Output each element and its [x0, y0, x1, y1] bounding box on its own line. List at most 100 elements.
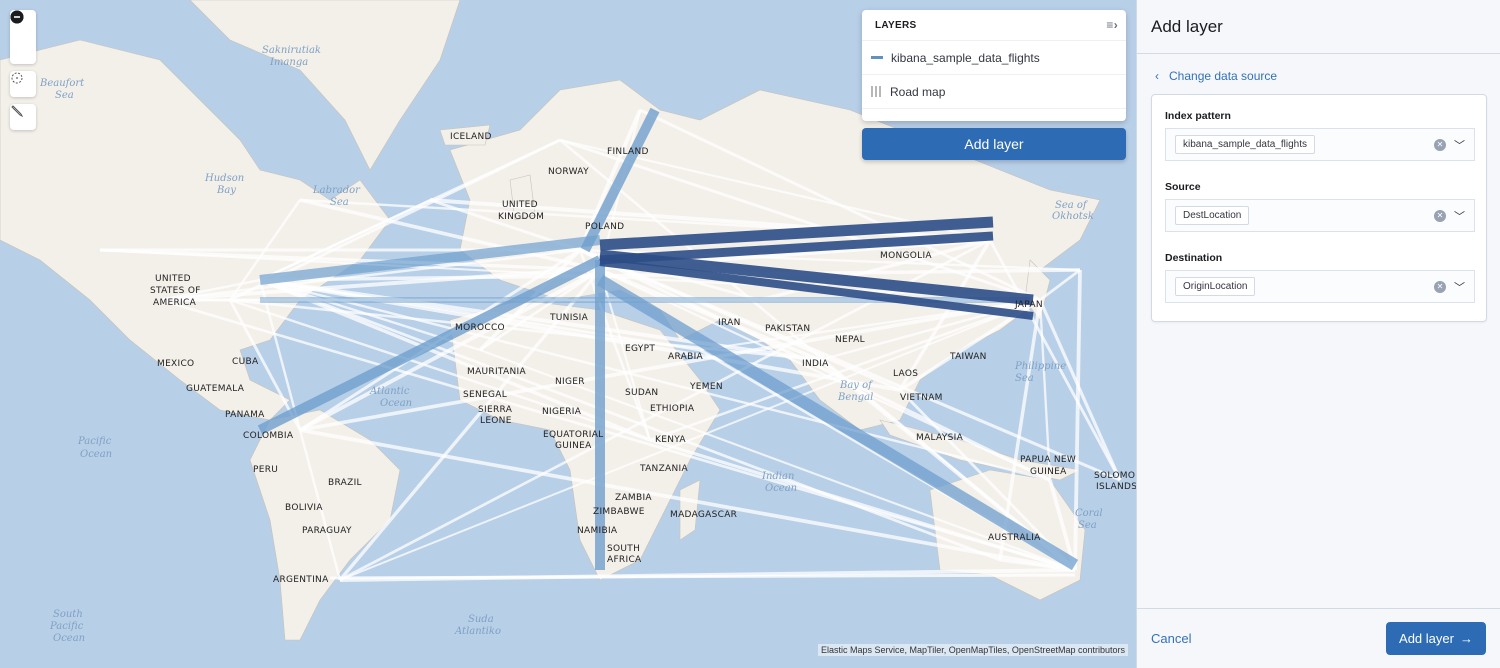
map-label: ICELAND: [450, 132, 492, 142]
map-label: GUINEA: [1030, 467, 1067, 477]
cancel-button[interactable]: Cancel: [1151, 631, 1192, 646]
flight-line: [338, 268, 602, 582]
map-label: SOUTH: [607, 544, 640, 554]
map-label: YEMEN: [689, 382, 723, 392]
chevron-down-icon[interactable]: ﹀: [1454, 282, 1465, 294]
collapse-icon[interactable]: ≡›: [1106, 18, 1118, 32]
map-label: SIERRA: [478, 405, 513, 415]
selected-pill: kibana_sample_data_flights: [1175, 135, 1315, 154]
sea-label: Sea: [330, 197, 349, 208]
flight-line: [329, 573, 1076, 580]
flight-line: [299, 268, 601, 432]
sea-label: Labrador: [312, 185, 361, 196]
flight-line: [998, 299, 1042, 561]
crosshair-button[interactable]: [10, 71, 36, 97]
flight-line: [599, 268, 1051, 482]
north-america: [0, 39, 391, 421]
flyout-title: Add layer: [1151, 17, 1223, 36]
flight-line: [1038, 299, 1122, 481]
map-label: GUATEMALA: [186, 384, 245, 394]
settings-card: Index pattern kibana_sample_data_flights…: [1151, 94, 1487, 322]
sea-label: Bengal: [837, 392, 873, 403]
sea-label: Sea of: [1055, 200, 1089, 211]
flight-line: [1038, 299, 1052, 481]
flight-line: [579, 248, 1121, 482]
flight-line: [1048, 479, 1077, 571]
map-label: NIGERIA: [542, 407, 582, 417]
zoom-controls: [10, 10, 36, 64]
layers-title: LAYERS: [875, 19, 917, 31]
flight-line: [999, 558, 1076, 572]
flight-line: [599, 258, 1034, 320]
flight-line: [579, 248, 1051, 482]
zoom-out-button[interactable]: [10, 10, 36, 62]
locate-control[interactable]: [10, 71, 36, 97]
grid-tile-icon: [871, 86, 882, 97]
chevron-down-icon[interactable]: ﹀: [1454, 140, 1465, 152]
map-label: POLAND: [585, 222, 624, 232]
crosshair-icon: [11, 72, 23, 84]
flight-line: [599, 216, 994, 251]
change-data-source-link[interactable]: ‹ Change data source: [1155, 69, 1277, 83]
source-field: Source DestLocation ✕ ﹀: [1165, 181, 1475, 232]
clear-icon[interactable]: ✕: [1434, 281, 1446, 293]
index-pattern-combobox[interactable]: kibana_sample_data_flights ✕ ﹀: [1165, 128, 1475, 161]
map-label: ETHIOPIA: [650, 404, 695, 414]
add-layer-map-button[interactable]: Add layer: [862, 128, 1126, 160]
minus-icon: [10, 10, 24, 24]
map-label: BRAZIL: [328, 478, 362, 488]
clear-icon[interactable]: ✕: [1434, 139, 1446, 151]
map-label: ISLANDS: [1096, 482, 1136, 492]
flight-line: [159, 278, 261, 302]
sea-label: South: [53, 609, 83, 620]
flight-line: [580, 107, 660, 253]
flight-line: [649, 438, 1076, 572]
flight-line: [259, 278, 651, 442]
map-label: INDIA: [802, 359, 829, 369]
add-layer-flyout: Add layer ‹ Change data source Index patt…: [1136, 0, 1500, 668]
sea-label: Sea: [55, 90, 74, 101]
map-label: TANZANIA: [639, 464, 688, 474]
flight-line: [1039, 268, 1081, 302]
flight-line: [299, 428, 1076, 572]
destination-combobox[interactable]: OriginLocation ✕ ﹀: [1165, 270, 1475, 303]
sea-label: Pacific: [77, 436, 112, 447]
flight-line: [599, 231, 994, 265]
map-label: SUDAN: [625, 388, 658, 398]
sea-label: Ocean: [80, 449, 112, 460]
madagascar: [679, 479, 701, 541]
sea-label: Suda: [468, 614, 494, 625]
map-label: NAMIBIA: [577, 526, 618, 536]
field-label: Destination: [1165, 252, 1223, 264]
line-swatch-icon: [871, 56, 883, 59]
map-label: MALAYSIA: [916, 433, 964, 443]
flight-line: [257, 255, 603, 435]
map-label: ARABIA: [668, 352, 704, 362]
chevron-down-icon[interactable]: ﹀: [1454, 211, 1465, 223]
sea-label: Sea: [1015, 373, 1034, 384]
map-label: PERU: [253, 465, 278, 475]
wrench-icon: [11, 105, 24, 118]
map-attribution[interactable]: Elastic Maps Service, MapTiler, OpenMapT…: [818, 644, 1128, 656]
flight-line: [559, 138, 1041, 302]
flight-line: [339, 299, 1041, 581]
source-combobox[interactable]: DestLocation ✕ ﹀: [1165, 199, 1475, 232]
flight-line: [259, 235, 601, 285]
flight-line: [229, 199, 301, 301]
flight-lines: [99, 107, 1122, 582]
map-label: CUBA: [232, 357, 259, 367]
layer-name: Road map: [890, 84, 946, 99]
sea-label: Sea: [1078, 520, 1097, 531]
flight-line: [299, 198, 601, 272]
clear-icon[interactable]: ✕: [1434, 210, 1446, 222]
layer-item-road-map[interactable]: Road map: [862, 74, 1126, 108]
layer-item-flights[interactable]: kibana_sample_data_flights: [862, 40, 1126, 74]
map-label: TAIWAN: [949, 352, 987, 362]
map-label: KINGDOM: [498, 212, 544, 222]
map-label: SENEGAL: [463, 390, 507, 400]
tools-button[interactable]: [10, 104, 36, 130]
layer-control-panel: LAYERS ≡› kibana_sample_data_flights Roa…: [862, 10, 1126, 121]
tools-control[interactable]: [10, 104, 36, 130]
flight-line: [599, 249, 1034, 306]
add-layer-submit-button[interactable]: Add layer →: [1386, 622, 1486, 655]
